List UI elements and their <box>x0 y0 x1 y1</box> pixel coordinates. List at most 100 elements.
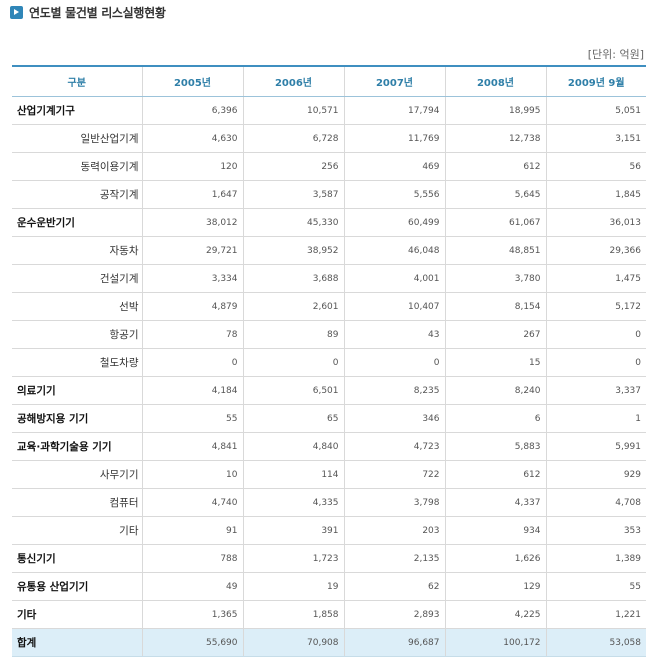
header-year: 2009년 9월 <box>546 65 646 97</box>
value-cell: 3,798 <box>344 488 446 517</box>
header-year: 2005년 <box>142 65 244 97</box>
value-cell: 4,001 <box>344 264 446 293</box>
value-cell: 89 <box>243 320 345 349</box>
value-cell: 2,135 <box>344 544 446 573</box>
value-cell: 1,221 <box>546 600 646 629</box>
row-label: 사무기기 <box>12 460 143 489</box>
row-label: 선박 <box>12 292 143 321</box>
value-cell: 5,556 <box>344 180 446 209</box>
row-label: 컴퓨터 <box>12 488 143 517</box>
value-cell: 3,334 <box>142 264 244 293</box>
value-cell: 391 <box>243 516 345 545</box>
value-cell: 4,841 <box>142 432 244 461</box>
row-label: 운수운반기기 <box>12 208 143 237</box>
row-label: 합계 <box>12 628 143 657</box>
value-cell: 3,337 <box>546 376 646 405</box>
row-label: 교육·과학기술용 기기 <box>12 432 143 461</box>
value-cell: 346 <box>344 404 446 433</box>
value-cell: 78 <box>142 320 244 349</box>
row-label: 자동차 <box>12 236 143 265</box>
value-cell: 4,184 <box>142 376 244 405</box>
value-cell: 38,952 <box>243 236 345 265</box>
value-cell: 0 <box>546 348 646 377</box>
value-cell: 8,235 <box>344 376 446 405</box>
value-cell: 4,840 <box>243 432 345 461</box>
value-cell: 10,571 <box>243 96 345 125</box>
table-row: 공해방지용 기기 55 65 346 6 1 <box>12 404 646 433</box>
value-cell: 55 <box>546 572 646 601</box>
value-cell: 612 <box>445 152 547 181</box>
table-row: 통신기기 788 1,723 2,135 1,626 1,389 <box>12 544 646 573</box>
value-cell: 38,012 <box>142 208 244 237</box>
arrow-bullet-icon <box>10 5 23 19</box>
value-cell: 10 <box>142 460 244 489</box>
total-row: 합계 55,690 70,908 96,687 100,172 53,058 <box>12 628 646 657</box>
row-label: 공해방지용 기기 <box>12 404 143 433</box>
value-cell: 17,794 <box>344 96 446 125</box>
value-cell: 18,995 <box>445 96 547 125</box>
table-body: 산업기계기구 6,396 10,571 17,794 18,995 5,051 일반산업기계… <box>12 96 646 657</box>
value-cell: 36,013 <box>546 208 646 237</box>
value-cell: 45,330 <box>243 208 345 237</box>
value-cell: 4,708 <box>546 488 646 517</box>
header-year: 2007년 <box>344 65 446 97</box>
value-cell: 29,366 <box>546 236 646 265</box>
value-cell: 5,883 <box>445 432 547 461</box>
table-row: 항공기 78 89 43 267 0 <box>12 320 646 349</box>
header-category: 구분 <box>12 65 143 97</box>
value-cell: 934 <box>445 516 547 545</box>
value-cell: 0 <box>546 320 646 349</box>
value-cell: 788 <box>142 544 244 573</box>
value-cell: 4,335 <box>243 488 345 517</box>
table-row: 자동차 29,721 38,952 46,048 48,851 29,366 <box>12 236 646 265</box>
value-cell: 3,688 <box>243 264 345 293</box>
value-cell: 353 <box>546 516 646 545</box>
table-row: 의료기기 4,184 6,501 8,235 8,240 3,337 <box>12 376 646 405</box>
value-cell: 1 <box>546 404 646 433</box>
value-cell: 53,058 <box>546 628 646 657</box>
row-label: 동력이용기계 <box>12 152 143 181</box>
value-cell: 5,645 <box>445 180 547 209</box>
row-label: 철도차량 <box>12 348 143 377</box>
table-row: 운수운반기기 38,012 45,330 60,499 61,067 36,013 <box>12 208 646 237</box>
value-cell: 0 <box>344 348 446 377</box>
value-cell: 48,851 <box>445 236 547 265</box>
value-cell: 4,630 <box>142 124 244 153</box>
value-cell: 8,154 <box>445 292 547 321</box>
row-label: 일반산업기계 <box>12 124 143 153</box>
value-cell: 1,647 <box>142 180 244 209</box>
value-cell: 55,690 <box>142 628 244 657</box>
value-cell: 5,051 <box>546 96 646 125</box>
value-cell: 256 <box>243 152 345 181</box>
value-cell: 5,991 <box>546 432 646 461</box>
table-row: 철도차량 0 0 0 15 0 <box>12 348 646 377</box>
value-cell: 91 <box>142 516 244 545</box>
value-cell: 46,048 <box>344 236 446 265</box>
value-cell: 12,738 <box>445 124 547 153</box>
value-cell: 4,740 <box>142 488 244 517</box>
section-title-text: 연도별 물건별 리스실행현황 <box>29 5 166 20</box>
row-label: 공작기계 <box>12 180 143 209</box>
value-cell: 65 <box>243 404 345 433</box>
value-cell: 6,501 <box>243 376 345 405</box>
value-cell: 15 <box>445 348 547 377</box>
table-row: 건설기계 3,334 3,688 4,001 3,780 1,475 <box>12 264 646 293</box>
value-cell: 62 <box>344 572 446 601</box>
value-cell: 43 <box>344 320 446 349</box>
table-row: 사무기기 10 114 722 612 929 <box>12 460 646 489</box>
value-cell: 4,723 <box>344 432 446 461</box>
value-cell: 60,499 <box>344 208 446 237</box>
row-label: 항공기 <box>12 320 143 349</box>
value-cell: 6,728 <box>243 124 345 153</box>
table-row: 산업기계기구 6,396 10,571 17,794 18,995 5,051 <box>12 96 646 125</box>
value-cell: 1,723 <box>243 544 345 573</box>
value-cell: 1,365 <box>142 600 244 629</box>
value-cell: 11,769 <box>344 124 446 153</box>
value-cell: 10,407 <box>344 292 446 321</box>
value-cell: 929 <box>546 460 646 489</box>
value-cell: 0 <box>243 348 345 377</box>
table-row: 동력이용기계 120 256 469 612 56 <box>12 152 646 181</box>
value-cell: 19 <box>243 572 345 601</box>
value-cell: 70,908 <box>243 628 345 657</box>
value-cell: 4,225 <box>445 600 547 629</box>
